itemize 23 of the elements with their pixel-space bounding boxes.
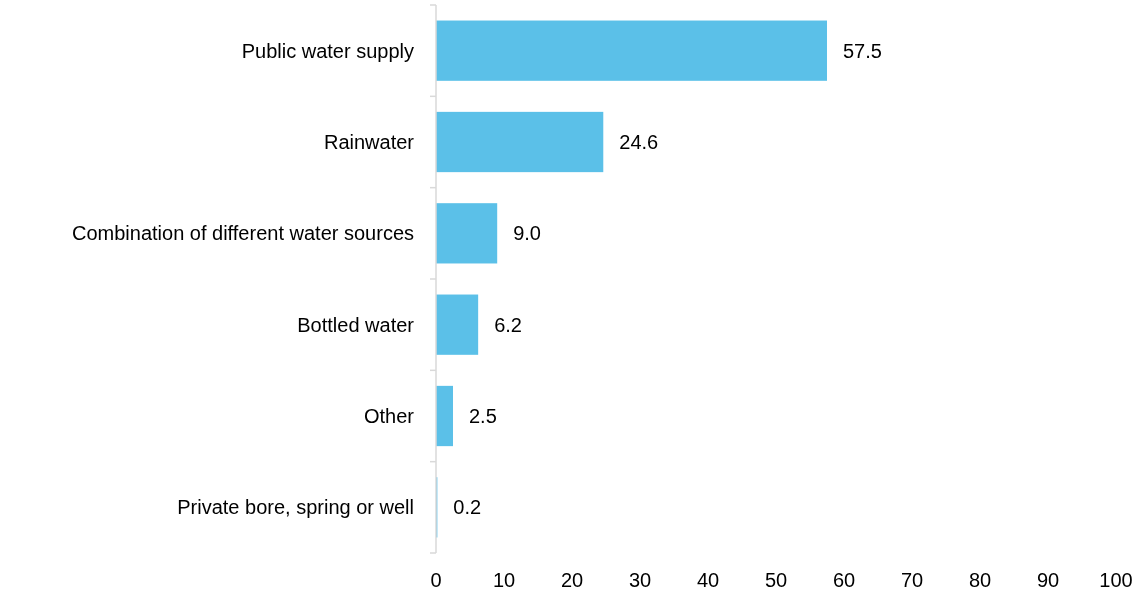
- y-tick-label: Rainwater: [323, 131, 415, 153]
- y-tick-label: Public water supply: [241, 39, 414, 62]
- x-tick-label: 60: [832, 569, 856, 591]
- x-tick-label: 100: [1099, 569, 1133, 591]
- x-tick-label: 40: [696, 569, 720, 591]
- x-tick-label: 0: [430, 569, 442, 591]
- x-tick-label: 80: [968, 569, 992, 591]
- x-tick-label: 90: [1036, 569, 1060, 591]
- y-tick-label: Combination of different water sources: [71, 222, 414, 245]
- y-tick-label: Other: [363, 405, 415, 427]
- data-label: 57.5: [843, 39, 882, 62]
- y-tick-label: Bottled water: [297, 313, 415, 336]
- x-tick-label: 50: [764, 569, 788, 591]
- data-label: 0.2: [453, 496, 482, 519]
- x-tick-label: 70: [900, 569, 924, 591]
- data-label: 6.2: [494, 313, 522, 336]
- x-tick-label: 30: [628, 569, 652, 591]
- y-tick-label: Private bore, spring or well: [177, 496, 414, 519]
- x-tick-label: 20: [560, 569, 584, 591]
- data-label: 2.5: [469, 405, 497, 427]
- x-tick-label: 10: [492, 569, 516, 591]
- data-label: 9.0: [513, 222, 542, 245]
- data-label: 24.6: [619, 131, 659, 153]
